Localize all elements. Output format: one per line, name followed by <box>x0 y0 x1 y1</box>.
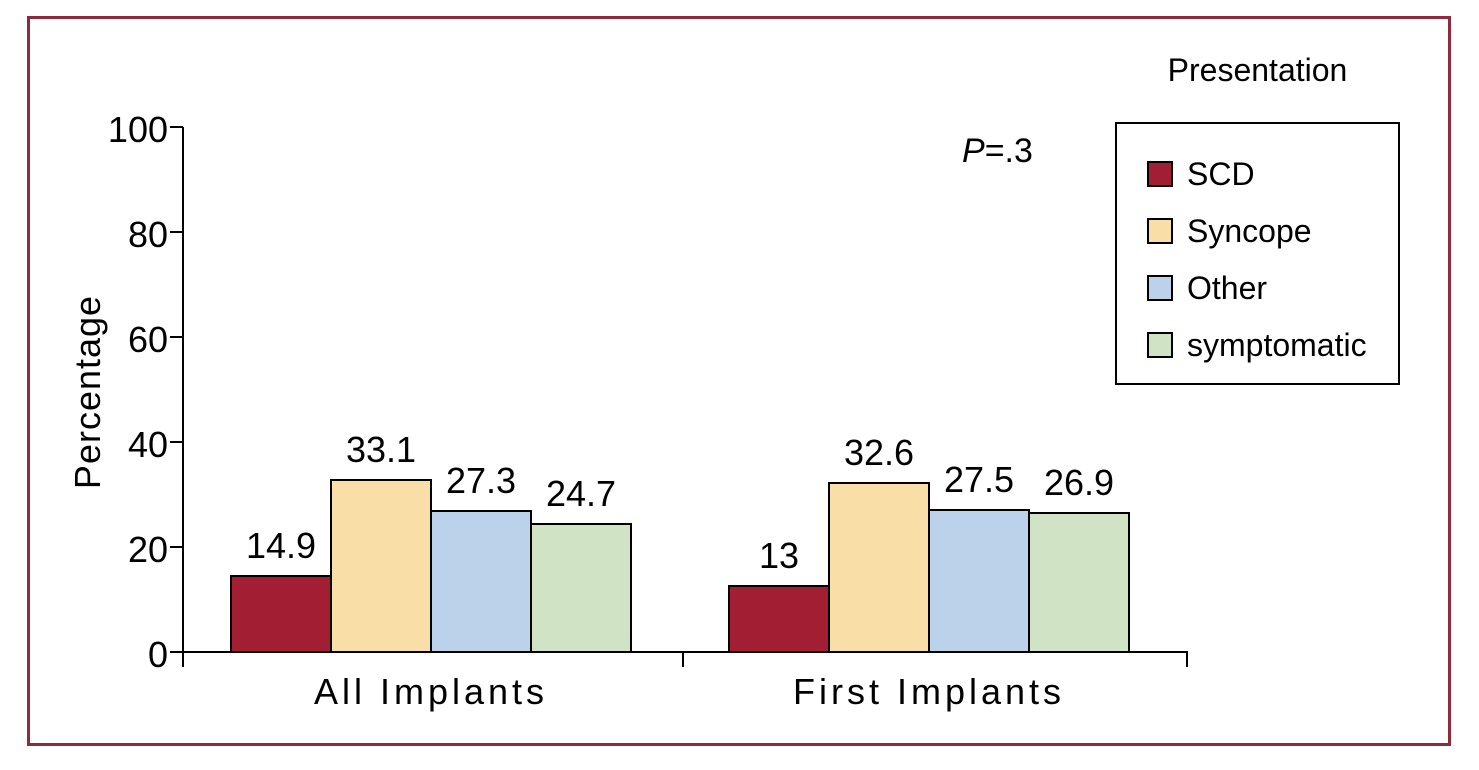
y-tick-label: 100 <box>107 109 168 150</box>
y-tick-mark <box>170 441 183 443</box>
bar-scd-first-implants <box>728 585 830 653</box>
bar-other-first-implants <box>928 509 1030 653</box>
legend-label-other: Other <box>1187 270 1268 306</box>
x-tick-mark <box>1186 653 1188 667</box>
bar-value-label: 27.3 <box>445 460 517 501</box>
y-tick-mark <box>170 546 183 548</box>
y-tick-mark <box>170 336 183 338</box>
bar-symptomatic-all-implants <box>530 523 632 653</box>
y-tick-label: 60 <box>127 319 168 360</box>
legend-item-other: Other <box>1147 271 1267 305</box>
legend-label-scd: SCD <box>1187 156 1255 192</box>
x-tick-mark <box>182 653 184 667</box>
bar-value-label: 24.7 <box>545 473 617 514</box>
legend-swatch-scd <box>1147 161 1173 187</box>
p-value-text: =.3 <box>984 132 1033 170</box>
bar-value-label: 13 <box>758 535 800 576</box>
bar-value-label: 26.9 <box>1043 462 1115 503</box>
legend-swatch-symptomatic <box>1147 332 1173 358</box>
bar-symptomatic-first-implants <box>1028 512 1130 653</box>
y-tick-label: 40 <box>127 424 168 465</box>
legend-item-symptomatic: symptomatic <box>1147 328 1367 362</box>
legend-title: Presentation <box>1167 52 1348 88</box>
legend-label-symptomatic: symptomatic <box>1187 327 1367 363</box>
y-axis-line <box>182 127 184 654</box>
legend-item-syncope: Syncope <box>1147 214 1312 248</box>
x-tick-mark <box>682 653 684 667</box>
category-label-all-implants: All Implants <box>313 671 549 712</box>
category-label-first-implants: First Implants <box>792 671 1066 712</box>
bar-scd-all-implants <box>230 575 332 653</box>
legend-item-scd: SCD <box>1147 157 1255 191</box>
y-tick-mark <box>170 231 183 233</box>
y-tick-label: 20 <box>127 529 168 570</box>
x-axis-line <box>182 651 1188 653</box>
y-tick-label: 0 <box>147 634 168 675</box>
bar-other-all-implants <box>430 510 532 653</box>
bar-value-label: 33.1 <box>345 429 417 470</box>
bar-value-label: 32.6 <box>843 432 915 473</box>
y-tick-label: 80 <box>127 214 168 255</box>
legend: SCD Syncope Other symptomatic <box>1115 122 1400 385</box>
p-value-annotation: P=.3 <box>962 131 1033 171</box>
bar-syncope-all-implants <box>330 479 432 653</box>
legend-label-syncope: Syncope <box>1187 213 1312 249</box>
bar-value-label: 14.9 <box>245 525 317 566</box>
y-tick-mark <box>170 126 183 128</box>
y-tick-mark <box>170 651 183 653</box>
legend-swatch-other <box>1147 275 1173 301</box>
legend-swatch-syncope <box>1147 218 1173 244</box>
p-value-symbol: P <box>962 132 985 170</box>
bar-value-label: 27.5 <box>943 459 1015 500</box>
